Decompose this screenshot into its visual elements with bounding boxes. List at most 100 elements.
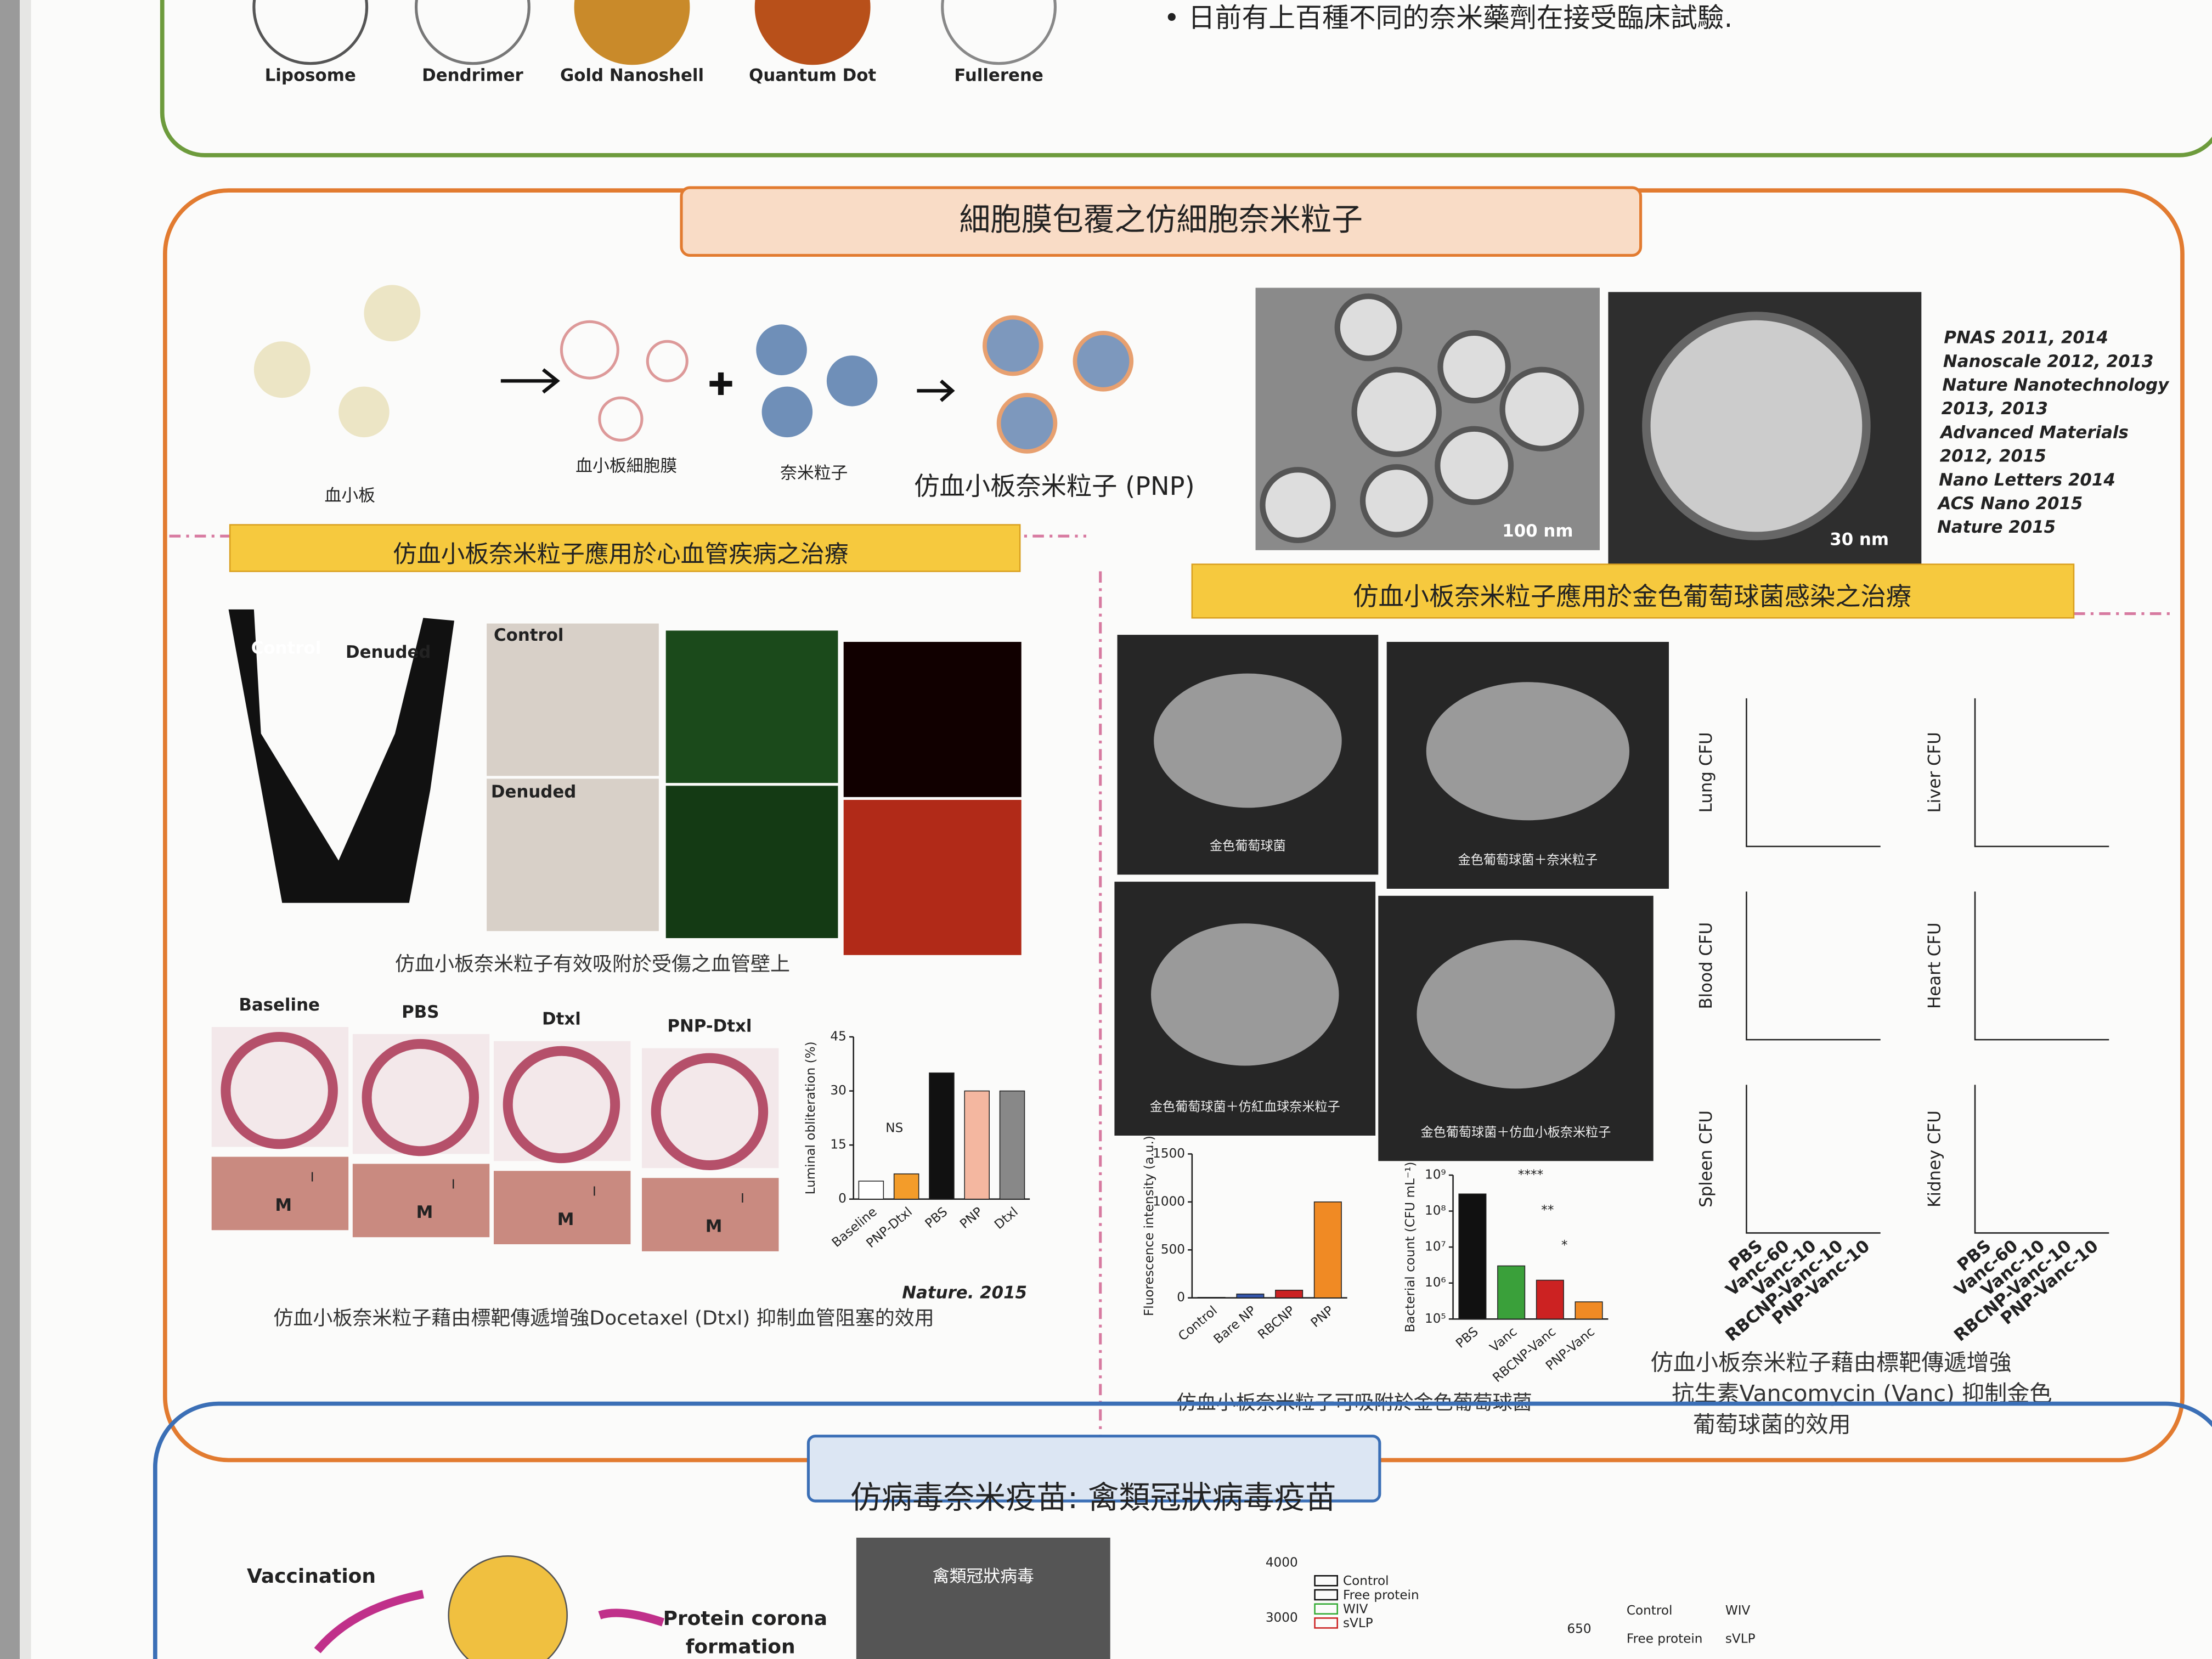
histology: [487, 778, 659, 932]
axis: [1974, 1085, 2109, 1234]
label: Vaccination: [247, 1565, 376, 1588]
label: Control: [251, 638, 321, 658]
bar: [893, 1173, 919, 1200]
label: I: [311, 1171, 314, 1185]
y-tick-label: 1000: [1153, 1194, 1185, 1209]
vessel-image: [228, 609, 454, 903]
label: I: [452, 1178, 455, 1192]
legend-entry: sVLP: [1725, 1632, 1756, 1646]
y-tick-label: 30: [830, 1084, 846, 1098]
annotation: ****: [1518, 1168, 1543, 1182]
reference: ACS Nano 2015: [1937, 494, 2083, 514]
icon: [415, 0, 531, 65]
bar: [858, 1181, 884, 1200]
y-axis-label: Lung CFU: [1696, 732, 1716, 812]
y-tick-label: 1500: [1153, 1147, 1185, 1161]
tick-label: 650: [1567, 1622, 1591, 1637]
bacteria-cluster: [1154, 673, 1342, 808]
bar: [1275, 1289, 1304, 1299]
label: Dtxl: [542, 1009, 581, 1029]
label: 仿血小板奈米粒子 (PNP): [914, 471, 1194, 501]
y-tick-label: 0: [1177, 1290, 1185, 1305]
vaccine-title: 仿病毒奈米疫苗: 禽類冠狀病毒疫苗: [850, 1480, 1336, 1516]
reference: 2013, 2013: [1942, 399, 2048, 419]
y-axis-label: Liver CFU: [1925, 732, 1945, 812]
axis: [1974, 891, 2109, 1041]
y-axis-label: Luminal obliteration (%): [804, 1041, 818, 1194]
bar: [1575, 1301, 1603, 1320]
reference: Nature 2015: [1937, 517, 2056, 537]
bar: [999, 1090, 1025, 1200]
legend-swatch: [1314, 1617, 1338, 1629]
annotation: *: [1561, 1238, 1568, 1252]
caption-line: 葡萄球菌的效用: [1693, 1412, 1851, 1438]
label: M: [416, 1203, 433, 1222]
label: PBS: [402, 1002, 439, 1022]
bar: [1197, 1297, 1226, 1299]
axis: [1746, 1085, 1881, 1234]
label: Denuded: [346, 642, 431, 662]
y-axis-label: Spleen CFU: [1696, 1110, 1716, 1207]
legend-swatch: [1314, 1603, 1338, 1615]
label: 血小板: [324, 486, 375, 506]
sem-grid: 金色葡萄球菌金色葡萄球菌＋奈米粒子金色葡萄球菌＋仿紅血球奈米粒子金色葡萄球菌＋仿…: [1114, 635, 1669, 1161]
bacteria-cluster: [1426, 682, 1629, 821]
y-axis-label: Kidney CFU: [1925, 1110, 1945, 1207]
legend-entry: sVLP: [1343, 1616, 1373, 1630]
legend-entry: Control: [1343, 1574, 1389, 1588]
axis: [1746, 698, 1881, 848]
tick-label: 4000: [1266, 1556, 1298, 1570]
fluorescence-image: [665, 630, 838, 783]
icon: [941, 0, 1057, 65]
subtitle-box: [229, 524, 1021, 572]
vaccine-box: [153, 1401, 2212, 1659]
label: 血小板細胞膜: [575, 456, 677, 476]
fluorescence-image: [665, 786, 838, 938]
icon: [252, 0, 369, 65]
bacteria-cluster: [1417, 940, 1615, 1089]
sem-caption: 金色葡萄球菌＋仿紅血球奈米粒子: [1150, 1100, 1340, 1114]
vessel-sections: Baseline I M PBS I M Dtxl I M PNP-Dtxl I M: [211, 995, 779, 1251]
y-axis-label: Heart CFU: [1925, 922, 1945, 1009]
sem-caption: 金色葡萄球菌＋奈米粒子: [1458, 853, 1598, 867]
annotation: **: [1541, 1203, 1554, 1217]
bar: [1497, 1265, 1526, 1320]
icon-label: Liposome: [265, 65, 356, 85]
label: PNP-Dtxl: [667, 1017, 752, 1036]
legend-swatch: [1314, 1589, 1338, 1601]
reference: Nano Letters 2014: [1939, 470, 2115, 490]
reference: 2012, 2015: [1940, 447, 2046, 466]
sem-caption: 金色葡萄球菌＋仿血小板奈米粒子: [1421, 1125, 1611, 1139]
vessel-ring: [503, 1046, 620, 1164]
axis: [1746, 891, 1881, 1041]
virus-particle: [448, 1555, 568, 1659]
histology: [487, 623, 659, 776]
label: formation: [686, 1635, 795, 1658]
label: 禽類冠狀病毒: [933, 1566, 1034, 1586]
arrow: [314, 1590, 665, 1654]
label: M: [557, 1210, 574, 1229]
tem-particles: [1260, 293, 1584, 544]
label: Baseline: [239, 995, 320, 1015]
top-box: [160, 0, 2212, 157]
fluorescence-image: [843, 800, 1022, 955]
reference: Nature Nanotechnology: [1942, 375, 2170, 395]
legend-entry: Control: [1627, 1604, 1673, 1618]
subtitle-box: [1191, 563, 2075, 619]
label: Denuded: [491, 782, 577, 802]
frame-edge: [0, 0, 20, 1659]
histology: [211, 1156, 349, 1231]
legend-entry: Free protein: [1627, 1632, 1703, 1646]
y-axis-label: Fluorescence intensity (a.u.): [1142, 1136, 1156, 1316]
icon-row: Liposome Dendrimer Gold Nanoshell Quantum D…: [252, 0, 1057, 85]
vessel-ring: [221, 1032, 338, 1149]
bar: [929, 1072, 955, 1200]
annotation: NS: [885, 1121, 903, 1136]
y-tick-label: 0: [838, 1192, 847, 1206]
y-axis-label: Bacterial count (CFU mL⁻¹): [1403, 1162, 1418, 1333]
legend-swatch: [1314, 1575, 1338, 1587]
caption: 仿血小板奈米粒子有效吸附於受傷之血管壁上: [395, 953, 790, 975]
histology: [494, 1171, 631, 1244]
